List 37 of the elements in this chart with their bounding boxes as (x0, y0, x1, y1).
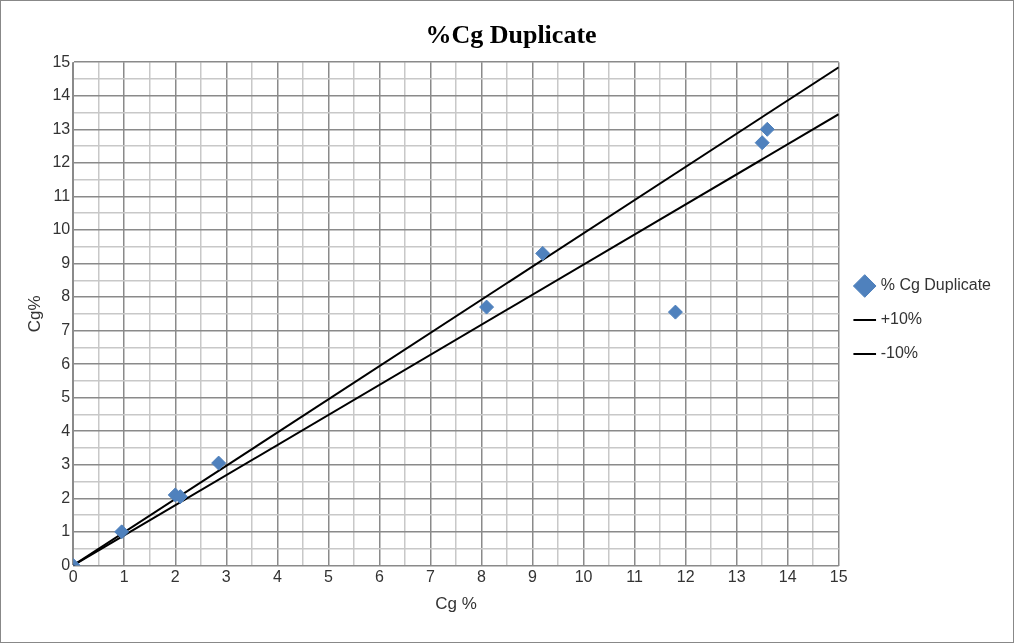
y-tick-label: 5 (61, 388, 71, 406)
y-tick-label: 11 (53, 186, 71, 204)
x-tick-label: 3 (221, 568, 231, 586)
y-tick-label: 7 (61, 320, 71, 338)
x-tick-label: 11 (626, 568, 643, 586)
x-tick-label: 8 (477, 568, 487, 586)
legend-label: % Cg Duplicate (880, 276, 992, 294)
x-tick-label: 9 (528, 568, 538, 586)
x-tick-label: 15 (829, 568, 848, 586)
x-tick-label: 13 (727, 568, 746, 586)
y-tick-label: 1 (61, 522, 71, 540)
x-tick-label: 6 (374, 568, 384, 586)
x-tick-label: 12 (676, 568, 695, 586)
x-tick-label: 4 (272, 568, 282, 586)
y-tick-label: 2 (61, 488, 71, 506)
x-tick-label: 5 (323, 568, 333, 586)
chart-title: %Cg Duplicate (425, 20, 597, 50)
y-tick-label: 4 (61, 421, 71, 439)
legend-label: -10% (880, 344, 919, 362)
x-tick-label: 14 (778, 568, 797, 586)
y-tick-label: 0 (61, 555, 71, 573)
x-axis-title: Cg % (435, 594, 477, 614)
y-tick-label: 14 (52, 86, 71, 104)
y-axis-title: Cg% (24, 295, 44, 333)
y-tick-label: 10 (52, 220, 71, 238)
x-tick-label: 1 (119, 568, 129, 586)
y-tick-label: 8 (61, 287, 71, 305)
y-tick-label: 6 (61, 354, 71, 372)
x-tick-label: 2 (170, 568, 180, 586)
x-tick-label: 7 (425, 568, 435, 586)
legend-label: +10% (880, 310, 923, 328)
y-tick-label: 15 (52, 52, 71, 70)
y-tick-label: 9 (61, 253, 71, 271)
x-tick-label: 10 (574, 568, 593, 586)
y-tick-label: 13 (52, 119, 71, 137)
y-tick-label: 12 (52, 153, 71, 171)
y-tick-label: 3 (61, 455, 71, 473)
